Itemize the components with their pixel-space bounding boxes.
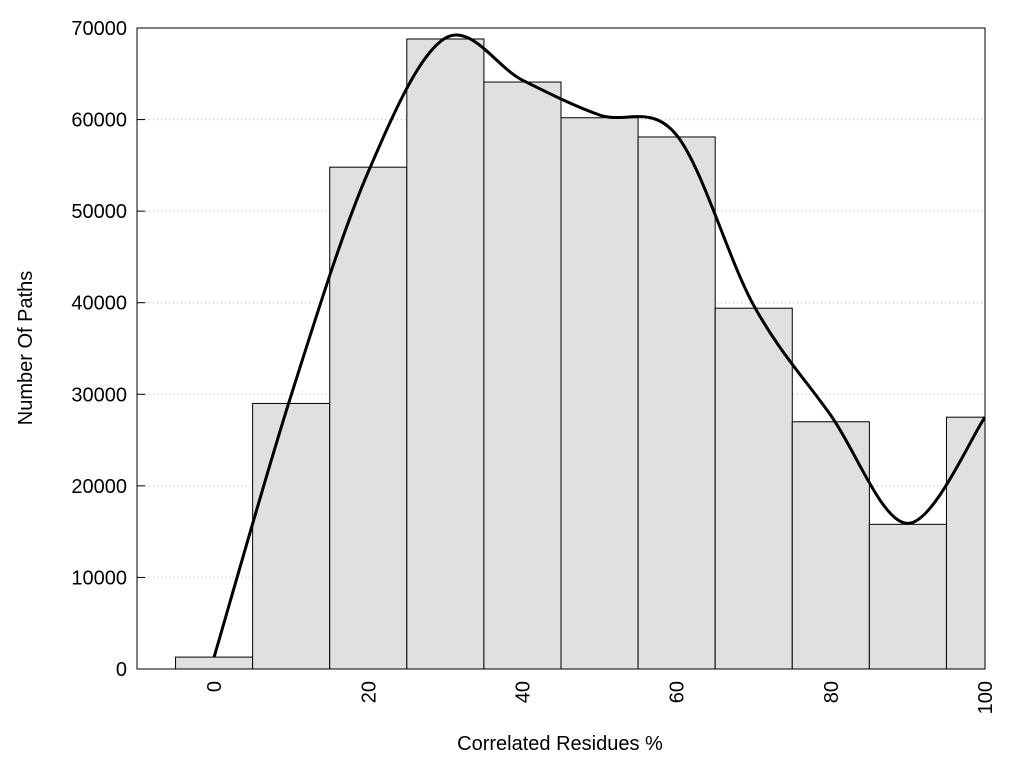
x-tick-label: 60 [667,681,689,703]
bar [483,81,562,669]
bar [406,38,485,669]
bar [175,656,254,669]
y-tick-label: 0 [116,659,127,681]
x-axis-label: Correlated Residues % [457,733,663,755]
x-tick-label: 80 [821,681,843,703]
x-tick-label: 20 [358,681,380,703]
bar [945,416,985,669]
bar [791,421,870,669]
y-tick-label: 50000 [71,201,127,223]
plot-area [175,33,985,669]
bar [560,117,639,669]
bar [714,307,793,669]
y-tick-label: 60000 [71,110,127,132]
plot-frame [136,27,986,670]
bar [252,402,331,669]
y-axis-label: Number Of Paths [15,271,37,426]
bar [637,136,716,669]
density-curve [212,33,985,658]
y-tick-label: 20000 [71,476,127,498]
y-tick-label: 70000 [71,18,127,40]
y-tick-label: 40000 [71,293,127,315]
bar [868,523,947,669]
x-tick-label: 0 [204,681,226,692]
bar [329,166,408,669]
x-tick-label: 100 [975,681,997,714]
y-tick-label: 10000 [71,567,127,589]
x-tick-label: 40 [512,681,534,703]
y-tick-label: 30000 [71,384,127,406]
